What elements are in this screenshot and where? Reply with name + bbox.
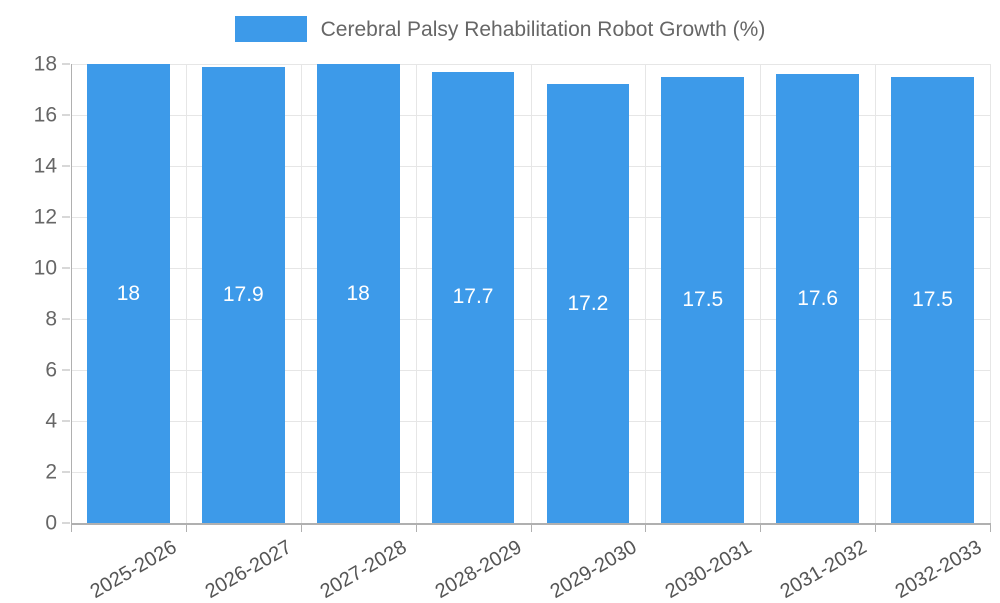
bar[interactable] [431,71,515,523]
gridline-horizontal [71,64,990,65]
gridline-vertical [186,64,187,523]
bar-value-label: 17.6 [797,286,839,310]
y-axis-tick-label: 0 [45,511,57,535]
x-axis-tick-mark [645,523,646,532]
bar-value-label: 17.5 [912,287,953,311]
bar-value-label: 17.7 [452,285,494,309]
bar[interactable] [316,64,400,523]
plot-area: 18 17.9 18 17.7 17.2 17.5 17.6 17.5 [71,64,991,524]
bar[interactable] [87,64,170,523]
y-axis-tick-label: 8 [45,307,57,331]
y-axis-tick-label: 10 [33,256,57,280]
y-axis-tick-mark [62,216,70,218]
x-axis-tick-mark [990,523,991,532]
gridline-horizontal [71,268,990,269]
y-axis-tick-mark [62,420,70,422]
x-axis-tick-label: 2026-2027 [201,536,296,603]
x-axis-tick-mark [416,523,417,532]
x-axis-tick-label: 2030-2031 [661,536,756,603]
y-axis-tick-marks [0,63,71,524]
gridline-vertical [301,64,302,523]
x-axis-tick-label: 2028-2029 [431,536,526,603]
x-axis-tick-label: 2032-2033 [891,536,986,603]
x-axis-tick-mark [531,523,532,532]
gridline-vertical [760,64,761,523]
bar[interactable] [546,84,630,523]
y-axis-tick-mark [62,114,70,116]
x-axis-tick-mark [760,523,761,532]
gridline-horizontal [71,370,990,371]
y-axis-tick-mark [62,165,70,167]
x-axis-tick-label: 2025-2026 [87,536,181,603]
bar-value-label: 17.5 [682,287,724,311]
bar-value-label: 17.9 [222,282,264,306]
gridline-horizontal [71,217,990,218]
y-axis-tick-mark [62,63,70,65]
gridline-horizontal [71,319,990,320]
gridline-horizontal [71,421,990,422]
y-axis-tick-label: 18 [33,52,57,76]
y-axis-tick-label: 6 [45,358,57,382]
x-axis-tick-label: 2031-2032 [776,536,871,603]
legend-color-swatch-icon [234,16,307,42]
x-axis-tick-labels: 2025-2026 2026-2027 2027-2028 2028-2029 2029… [71,523,991,603]
bar[interactable] [661,76,745,523]
bar-value-label: 18 [346,281,370,305]
x-axis-tick-label: 2027-2028 [316,536,411,603]
y-axis-tick-label: 12 [33,205,57,229]
y-axis-tick-mark [62,522,70,524]
y-axis-tick-mark [62,369,70,371]
y-axis-tick-label: 2 [45,460,57,484]
gridline-vertical [416,64,417,523]
y-axis-tick-mark [62,267,70,269]
gridline-vertical [875,64,876,523]
y-axis-tick-label: 16 [33,103,57,127]
x-axis-tick-mark [301,523,302,532]
y-axis-tick-mark [62,318,70,320]
bar[interactable] [776,74,860,523]
y-axis-tick-label: 4 [45,409,57,433]
y-axis-tick-mark [62,471,70,473]
x-axis-line [71,523,990,525]
x-axis-tick-mark [186,523,187,532]
y-axis-tick-label: 14 [33,154,57,178]
x-axis-tick-mark [875,523,876,532]
bar-series: 18 17.9 18 17.7 17.2 17.5 17.6 17.5 [71,64,990,523]
x-axis-tick-mark [71,523,72,532]
bar[interactable] [201,66,285,523]
gridline-vertical [531,64,532,523]
y-axis-line [71,64,72,524]
gridline-vertical [645,64,646,523]
x-axis-tick-label: 2029-2030 [546,536,641,603]
legend-label: Cerebral Palsy Rehabilitation Robot Grow… [320,17,766,41]
gridline-vertical [990,64,991,523]
bar-value-label: 18 [116,281,141,305]
chart-legend: Cerebral Palsy Rehabilitation Robot Grow… [0,12,1000,46]
gridline-horizontal [71,115,990,116]
gridline-horizontal [71,166,990,167]
legend-item-cerebral-palsy-rehabilitation-robot-growth[interactable]: Cerebral Palsy Rehabilitation Robot Grow… [234,16,766,42]
bar[interactable] [891,76,974,523]
gridline-horizontal [71,472,990,473]
y-axis-tick-labels: 0 2 4 6 8 10 12 14 16 18 [0,54,57,534]
bar-value-label: 17.2 [567,291,609,315]
